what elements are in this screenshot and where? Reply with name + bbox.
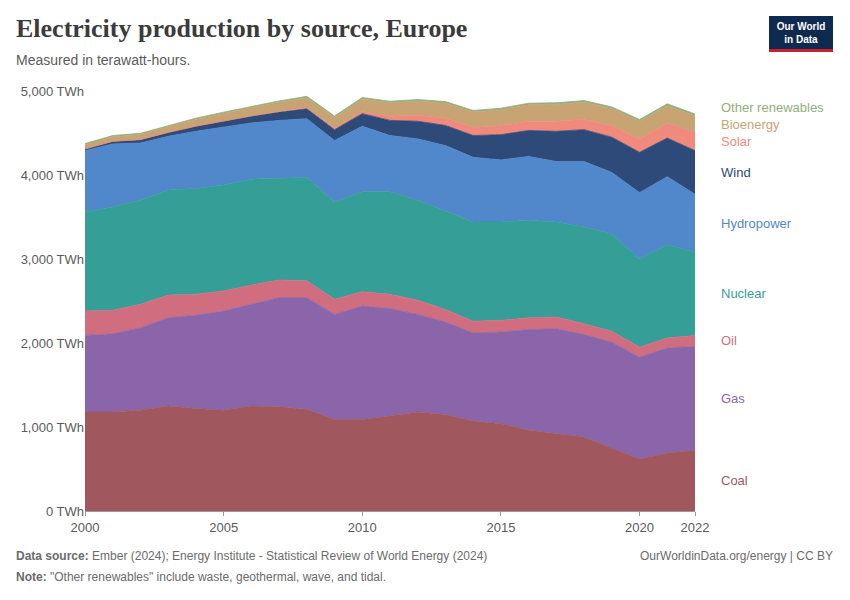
html-text:Electricity production by sour: Electricity production by source, Europe — [16, 14, 468, 43]
html-text:Data source: Ember (2024); Ene: Data source: Ember (2024); Energy Instit… — [16, 549, 488, 563]
svg-text:2000: 2000 — [71, 520, 100, 535]
svg-text:2010: 2010 — [348, 520, 377, 535]
svg-text:Nuclear: Nuclear — [721, 286, 766, 301]
svg-text:2015: 2015 — [486, 520, 515, 535]
svg-text:0 TWh: 0 TWh — [46, 504, 84, 519]
svg-text:Gas: Gas — [721, 391, 745, 406]
html-text:OurWorldinData.org/energy | CC: OurWorldinData.org/energy | CC BY — [640, 549, 833, 563]
svg-text:2020: 2020 — [625, 520, 654, 535]
svg-text:2022: 2022 — [681, 520, 710, 535]
svg-text:Wind: Wind — [721, 165, 751, 180]
svg-text:5,000 TWh: 5,000 TWh — [21, 84, 84, 99]
html-text:Measured in terawatt-hours.: Measured in terawatt-hours. — [16, 52, 191, 68]
svg-text:3,000 TWh: 3,000 TWh — [21, 252, 84, 267]
html-text:in Data: in Data — [784, 34, 818, 45]
svg-text:Bioenergy: Bioenergy — [721, 117, 780, 132]
svg-text:1,000 TWh: 1,000 TWh — [21, 420, 84, 435]
html-text:Our World: Our World — [776, 21, 826, 32]
svg-text:Coal: Coal — [721, 473, 748, 488]
svg-text:Hydropower: Hydropower — [721, 216, 792, 231]
html-text:Note: "Other renewables" inclu: Note: "Other renewables" include waste, … — [16, 570, 386, 584]
svg-text:Oil: Oil — [721, 333, 737, 348]
svg-text:4,000 TWh: 4,000 TWh — [21, 168, 84, 183]
svg-text:2,000 TWh: 2,000 TWh — [21, 336, 84, 351]
svg-text:Solar: Solar — [721, 134, 752, 149]
svg-text:Other renewables: Other renewables — [721, 100, 824, 115]
svg-text:2005: 2005 — [209, 520, 238, 535]
